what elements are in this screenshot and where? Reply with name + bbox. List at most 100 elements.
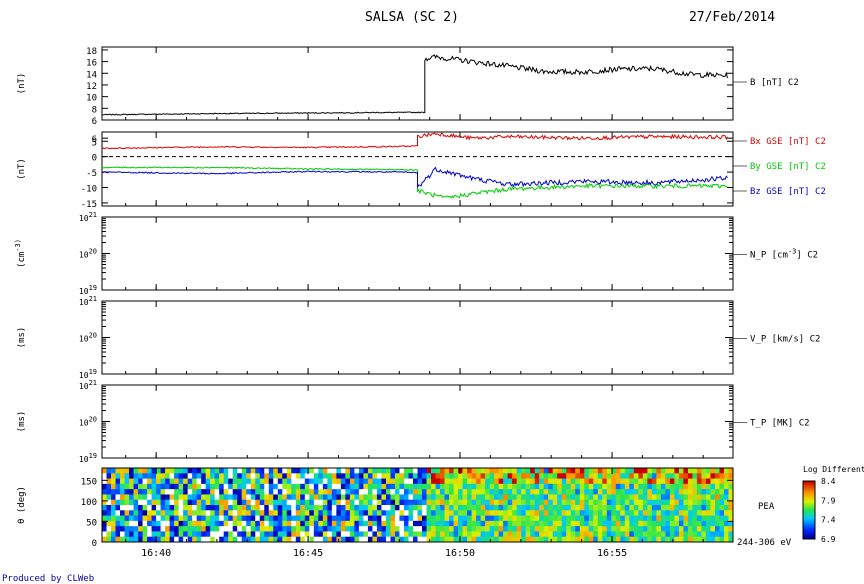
heatmap-cell: [674, 510, 680, 516]
heatmap-cell: [723, 499, 729, 506]
heatmap-cell: [349, 489, 355, 495]
heatmap-cell: [570, 499, 576, 506]
heatmap-cell: [494, 499, 500, 506]
heatmap-cell: [575, 526, 581, 532]
heatmap-cell: [723, 478, 729, 485]
heatmap-cell: [458, 510, 463, 516]
heatmap-cell: [174, 526, 180, 532]
heatmap-cell: [714, 536, 720, 543]
heatmap-cell: [602, 499, 608, 506]
heatmap-cell: [480, 510, 486, 516]
heatmap-cell: [354, 494, 360, 501]
heatmap-cell: [322, 494, 328, 501]
heatmap-cell: [187, 483, 193, 490]
heatmap-cell: [151, 505, 157, 511]
heatmap-cell: [169, 499, 175, 506]
heatmap-cell: [111, 483, 116, 490]
heatmap-cell: [376, 499, 382, 506]
heatmap-cell: [331, 499, 337, 506]
heatmap-cell: [160, 510, 166, 516]
heatmap-cell: [462, 536, 468, 543]
heatmap-cell: [651, 478, 657, 485]
heatmap-cell: [372, 536, 378, 543]
heatmap-cell: [102, 468, 107, 474]
heatmap-cell: [259, 510, 265, 516]
heatmap-cell: [570, 510, 576, 516]
heatmap-cell: [228, 468, 234, 474]
heatmap-cell: [318, 526, 324, 532]
heatmap-cell: [435, 505, 441, 511]
heatmap-cell: [111, 520, 116, 527]
heatmap-cell: [642, 499, 648, 506]
heatmap-cell: [390, 494, 396, 501]
heatmap-cell: [507, 489, 513, 495]
heatmap-cell: [142, 526, 148, 532]
heatmap-cell: [696, 526, 702, 532]
heatmap-cell: [615, 536, 621, 543]
heatmap-cell: [268, 526, 274, 532]
heatmap-cell: [345, 515, 351, 522]
heatmap-cell: [124, 468, 130, 474]
heatmap-cell: [219, 505, 225, 511]
heatmap-cell: [674, 520, 680, 527]
heatmap-cell: [142, 505, 148, 511]
heatmap-cell: [435, 531, 441, 538]
heatmap-cell: [417, 494, 423, 501]
heatmap-cell: [476, 531, 481, 538]
heatmap-cell: [223, 526, 229, 532]
colorbar-tick-label: 6.9: [821, 535, 836, 544]
heatmap-cell: [111, 494, 116, 501]
heatmap-cell: [394, 531, 400, 538]
heatmap-cell: [552, 510, 558, 516]
heatmap-cell: [354, 499, 360, 506]
heatmap-cell: [516, 536, 522, 543]
heatmap-cell: [354, 531, 360, 538]
heatmap-cell: [237, 499, 243, 506]
heatmap-cell: [723, 473, 729, 479]
heatmap-cell: [597, 531, 603, 538]
heatmap-cell: [494, 478, 500, 485]
heatmap-cell: [223, 499, 229, 506]
heatmap-cell: [480, 520, 486, 527]
heatmap-cell: [467, 505, 472, 511]
heatmap-cell: [210, 520, 216, 527]
heatmap-cell: [309, 499, 315, 506]
heatmap-cell: [678, 505, 684, 511]
heatmap-cell: [633, 510, 639, 516]
heatmap-cell: [593, 520, 599, 527]
heatmap-cell: [485, 473, 491, 479]
colorbar-step: [803, 509, 815, 511]
heatmap-cell: [615, 520, 621, 527]
y-tick-label: 1021: [79, 211, 97, 223]
heatmap-cell: [255, 483, 261, 490]
heatmap-cell: [642, 468, 648, 474]
heatmap-cell: [642, 536, 648, 543]
heatmap-cell: [246, 510, 252, 516]
heatmap-cell: [462, 489, 468, 495]
heatmap-cell: [417, 520, 423, 527]
heatmap-cell: [196, 531, 202, 538]
heatmap-cell: [196, 499, 202, 506]
heatmap-cell: [102, 499, 107, 506]
x-tick-label: 16:40: [141, 548, 171, 559]
heatmap-cell: [300, 494, 306, 501]
heatmap-cell: [633, 483, 639, 490]
heatmap-cell: [354, 473, 360, 479]
heatmap-cell: [629, 499, 635, 506]
heatmap-cell: [431, 473, 436, 479]
heatmap-cell: [133, 510, 139, 516]
heatmap-cell: [566, 505, 572, 511]
colorbar-tick-label: 8.4: [821, 477, 836, 486]
heatmap-cell: [295, 520, 301, 527]
heatmap-cell: [543, 478, 549, 485]
colorbar-step: [803, 502, 815, 504]
heatmap-cell: [331, 515, 337, 522]
heatmap-cell: [295, 515, 301, 522]
heatmap-cell: [237, 489, 243, 495]
heatmap-cell: [687, 483, 693, 490]
heatmap-cell: [651, 520, 657, 527]
heatmap-cell: [714, 520, 720, 527]
heatmap-cell: [309, 510, 315, 516]
